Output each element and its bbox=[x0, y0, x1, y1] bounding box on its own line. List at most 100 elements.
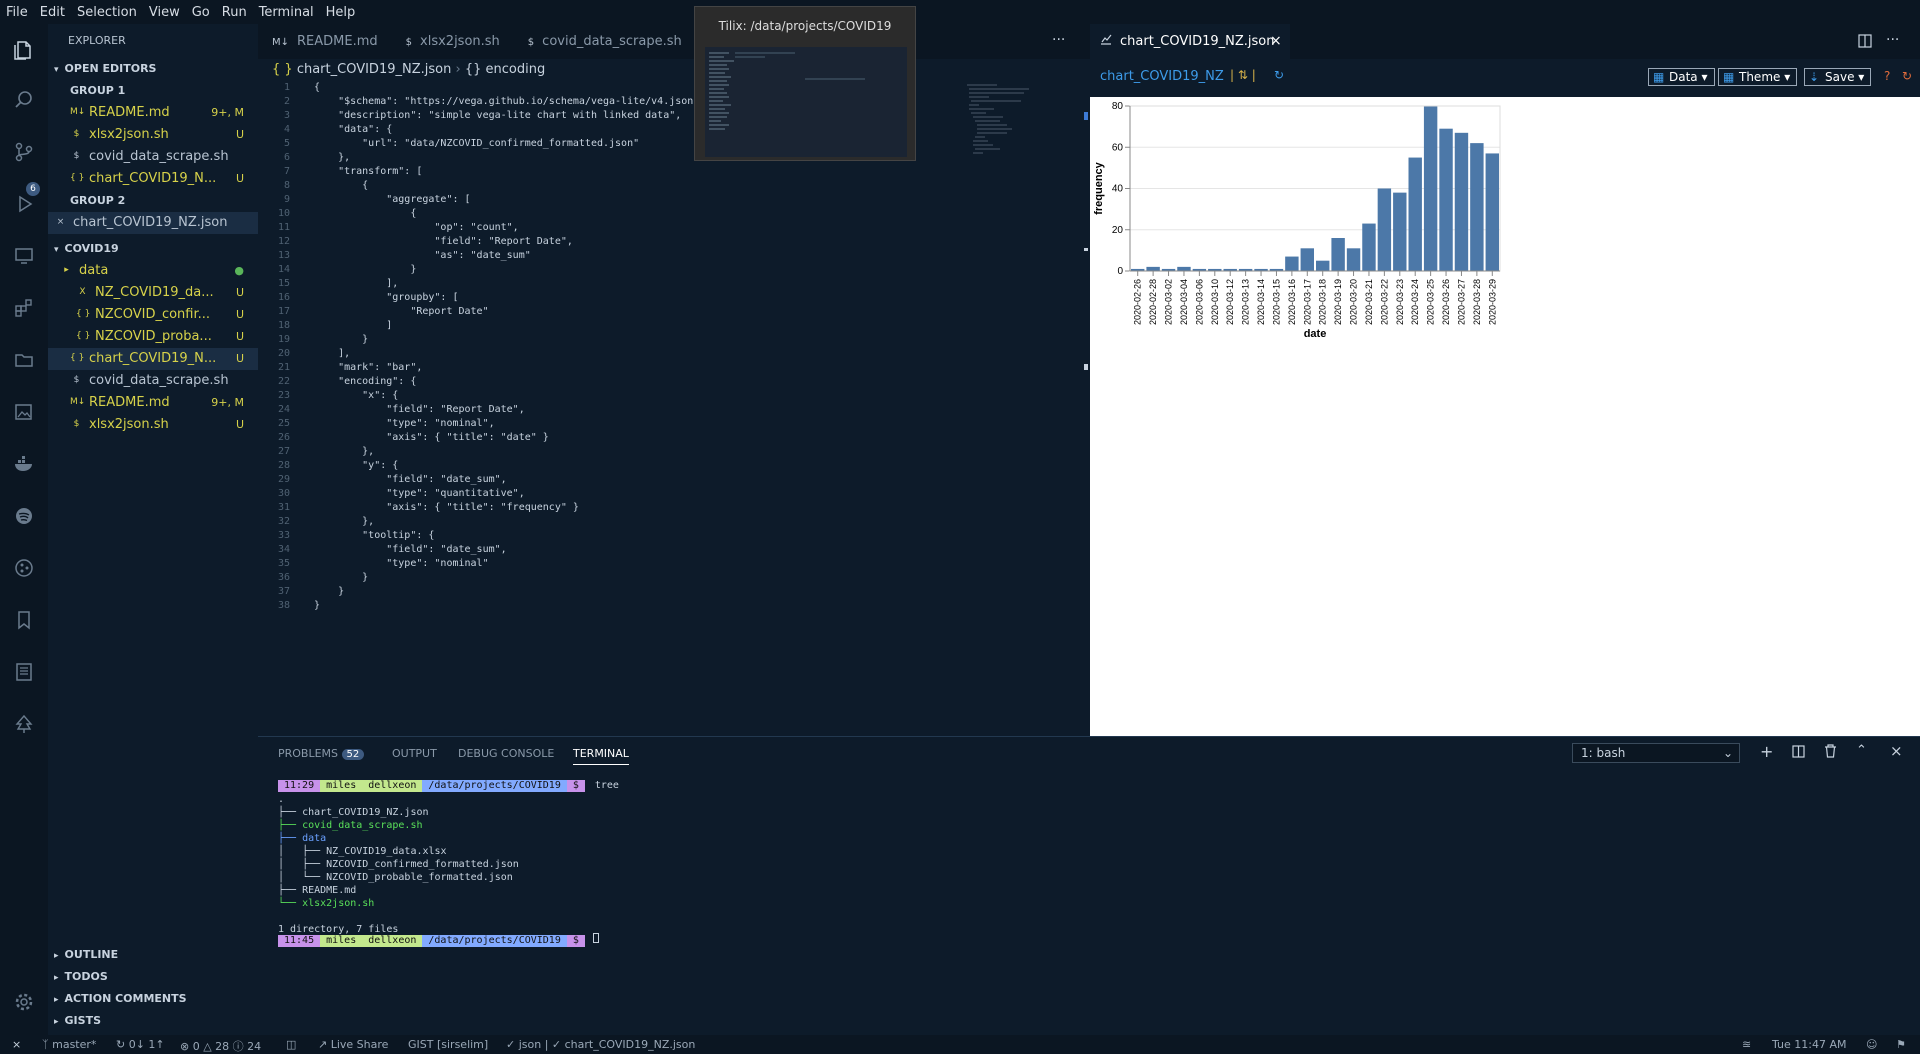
bookmark-icon[interactable] bbox=[12, 608, 36, 632]
maximize-panel-icon[interactable]: ⌃ bbox=[1856, 743, 1867, 758]
tree-file-item[interactable]: $ xlsx2json.sh U bbox=[48, 414, 258, 436]
menu-go[interactable]: Go bbox=[191, 4, 210, 20]
more-actions-icon[interactable]: ··· bbox=[1886, 32, 1900, 48]
breadcrumb-node[interactable]: encoding bbox=[485, 62, 546, 77]
tab-output[interactable]: OUTPUT bbox=[392, 747, 437, 760]
remote-explorer-icon[interactable] bbox=[12, 244, 36, 268]
tab-debug-console[interactable]: DEBUG CONSOLE bbox=[458, 747, 555, 760]
close-icon[interactable]: × bbox=[1270, 33, 1282, 49]
new-terminal-icon[interactable]: + bbox=[1760, 742, 1774, 761]
live-share-button[interactable]: ↗ Live Share bbox=[318, 1038, 389, 1051]
git-graph-icon[interactable] bbox=[12, 556, 36, 580]
section-gists[interactable]: ▸ GISTS bbox=[54, 1014, 102, 1027]
split-editor-icon[interactable] bbox=[1858, 34, 1872, 52]
open-editor-item[interactable]: { } chart_COVID19_N... U bbox=[48, 168, 258, 190]
broadcast-icon[interactable]: ≊ bbox=[1742, 1038, 1752, 1051]
image-edit-icon[interactable] bbox=[12, 400, 36, 424]
open-editor-item[interactable]: $ covid_data_scrape.sh bbox=[48, 146, 258, 168]
help-icon[interactable]: ? bbox=[1884, 69, 1891, 83]
problems-count-badge: 52 bbox=[341, 749, 365, 760]
theme-dropdown[interactable]: ▦ Theme ▾ bbox=[1718, 68, 1798, 86]
spotify-icon[interactable] bbox=[12, 504, 36, 528]
menu-help[interactable]: Help bbox=[325, 4, 356, 20]
tab-problems[interactable]: PROBLEMS 52 bbox=[278, 747, 365, 760]
notes-icon[interactable] bbox=[12, 660, 36, 684]
menu-file[interactable]: File bbox=[6, 4, 28, 20]
docker-icon[interactable] bbox=[12, 452, 36, 476]
line-number: 27 bbox=[277, 446, 290, 457]
line-number: 34 bbox=[277, 544, 290, 555]
run-debug-icon[interactable] bbox=[12, 192, 36, 216]
tab-xlsx2json-sh[interactable]: $ xlsx2json.sh bbox=[392, 24, 514, 59]
code-line: 24 "field": "Report Date", bbox=[258, 403, 525, 417]
tree-file-item[interactable]: M↓ README.md 9+, M bbox=[48, 392, 258, 414]
open-editor-item[interactable]: × chart_COVID19_NZ.json bbox=[48, 212, 258, 234]
trash-icon[interactable] bbox=[1824, 744, 1837, 762]
breadcrumb-file[interactable]: chart_COVID19_NZ.json bbox=[296, 62, 452, 77]
tree-icon[interactable] bbox=[12, 712, 36, 736]
menu-edit[interactable]: Edit bbox=[39, 4, 65, 20]
tree-file-item[interactable]: $ covid_data_scrape.sh bbox=[48, 370, 258, 392]
link-icon[interactable]: | ⇅ | bbox=[1230, 68, 1256, 82]
section-action-comments[interactable]: ▸ ACTION COMMENTS bbox=[54, 992, 187, 1005]
problems-status[interactable]: ⊗ 0 △ 28 ⓘ 24 bbox=[180, 1040, 262, 1053]
tilix-window-preview[interactable]: Tilix: /data/projects/COVID19 bbox=[694, 6, 916, 161]
tab-terminal[interactable]: TERMINAL bbox=[573, 747, 629, 765]
tab-covid-data-scrape-sh[interactable]: $ covid_data_scrape.sh bbox=[514, 24, 696, 59]
line-text: "as": "date_sum" bbox=[314, 250, 531, 261]
gist-status[interactable]: GIST [sirselim] bbox=[408, 1038, 489, 1051]
language-status[interactable]: ✓ json | ✓ chart_COVID19_NZ.json bbox=[506, 1038, 696, 1051]
menu-view[interactable]: View bbox=[148, 4, 180, 20]
section-todos[interactable]: ▸ TODOS bbox=[54, 970, 108, 983]
open-editor-item[interactable]: $ xlsx2json.sh U bbox=[48, 124, 258, 146]
bar bbox=[1485, 153, 1499, 271]
tree-file-item[interactable]: X NZ_COVID19_da... U bbox=[48, 282, 258, 304]
x-tick-label: 2020-03-12 bbox=[1225, 279, 1235, 325]
explorer-icon[interactable] bbox=[12, 38, 36, 62]
line-text: }, bbox=[314, 446, 375, 457]
bar bbox=[1362, 223, 1376, 271]
sync-status[interactable]: ↻ 0↓ 1↑ bbox=[116, 1038, 165, 1051]
save-dropdown[interactable]: ⇣ Save ▾ bbox=[1804, 68, 1872, 86]
source-control-icon[interactable] bbox=[12, 140, 36, 164]
tree-file-item[interactable]: { } chart_COVID19_N... U bbox=[48, 348, 258, 370]
layout-icon[interactable]: ◫ bbox=[286, 1038, 297, 1051]
remote-icon[interactable]: × bbox=[12, 1038, 22, 1051]
tools-icon[interactable]: ↻ bbox=[1902, 69, 1913, 83]
notifications-bell-icon[interactable]: ⚑ bbox=[1896, 1038, 1906, 1051]
preview-tab[interactable]: chart_COVID19_NZ.json × bbox=[1090, 24, 1290, 59]
tree-file-item[interactable]: { } NZCOVID_proba... U bbox=[48, 326, 258, 348]
minimap[interactable] bbox=[965, 81, 1075, 181]
open-editors-section[interactable]: ▾ OPEN EDITORS bbox=[54, 62, 157, 75]
chart-icon bbox=[1100, 33, 1112, 49]
feedback-icon[interactable]: ☺ bbox=[1866, 1038, 1878, 1051]
terminal-command: tree bbox=[594, 780, 619, 791]
data-dropdown[interactable]: ▦ Data ▾ bbox=[1648, 68, 1715, 86]
more-actions-icon[interactable]: ··· bbox=[1052, 32, 1066, 48]
x-tick-label: 2020-03-25 bbox=[1426, 279, 1436, 325]
code-line: 1{ bbox=[258, 81, 320, 95]
file-name: chart_COVID19_NZ.json bbox=[73, 215, 228, 230]
extensions-icon[interactable] bbox=[12, 296, 36, 320]
menu-run[interactable]: Run bbox=[221, 4, 247, 20]
preview-title[interactable]: chart_COVID19_NZ bbox=[1100, 69, 1224, 84]
menu-bar: File Edit Selection View Go Run Terminal Help bbox=[0, 0, 1920, 24]
tab-readme-md[interactable]: M↓ README.md bbox=[258, 24, 392, 59]
folder-item-data[interactable]: ▸ data ● bbox=[48, 260, 258, 282]
close-panel-icon[interactable]: × bbox=[1890, 742, 1903, 760]
folder-section-covid19[interactable]: ▾ COVID19 bbox=[54, 242, 119, 255]
search-icon[interactable] bbox=[12, 88, 36, 112]
refresh-icon[interactable]: ↻ bbox=[1274, 68, 1285, 82]
open-editor-item[interactable]: M↓ README.md 9+, M bbox=[48, 102, 258, 124]
tree-file-item[interactable]: { } NZCOVID_confir... U bbox=[48, 304, 258, 326]
section-outline[interactable]: ▸ OUTLINE bbox=[54, 948, 119, 961]
menu-selection[interactable]: Selection bbox=[76, 4, 137, 20]
folder-icon[interactable] bbox=[12, 348, 36, 372]
line-number: 20 bbox=[277, 348, 290, 359]
settings-gear-icon[interactable] bbox=[12, 990, 36, 1014]
terminal-select[interactable]: 1: bash ⌄ bbox=[1572, 743, 1740, 763]
split-terminal-icon[interactable] bbox=[1792, 745, 1805, 762]
code-editor[interactable]: 1{2 "$schema": "https://vega.github.io/s… bbox=[258, 81, 958, 736]
menu-terminal[interactable]: Terminal bbox=[258, 4, 314, 20]
branch-status[interactable]: ᛉ master* bbox=[42, 1038, 97, 1051]
